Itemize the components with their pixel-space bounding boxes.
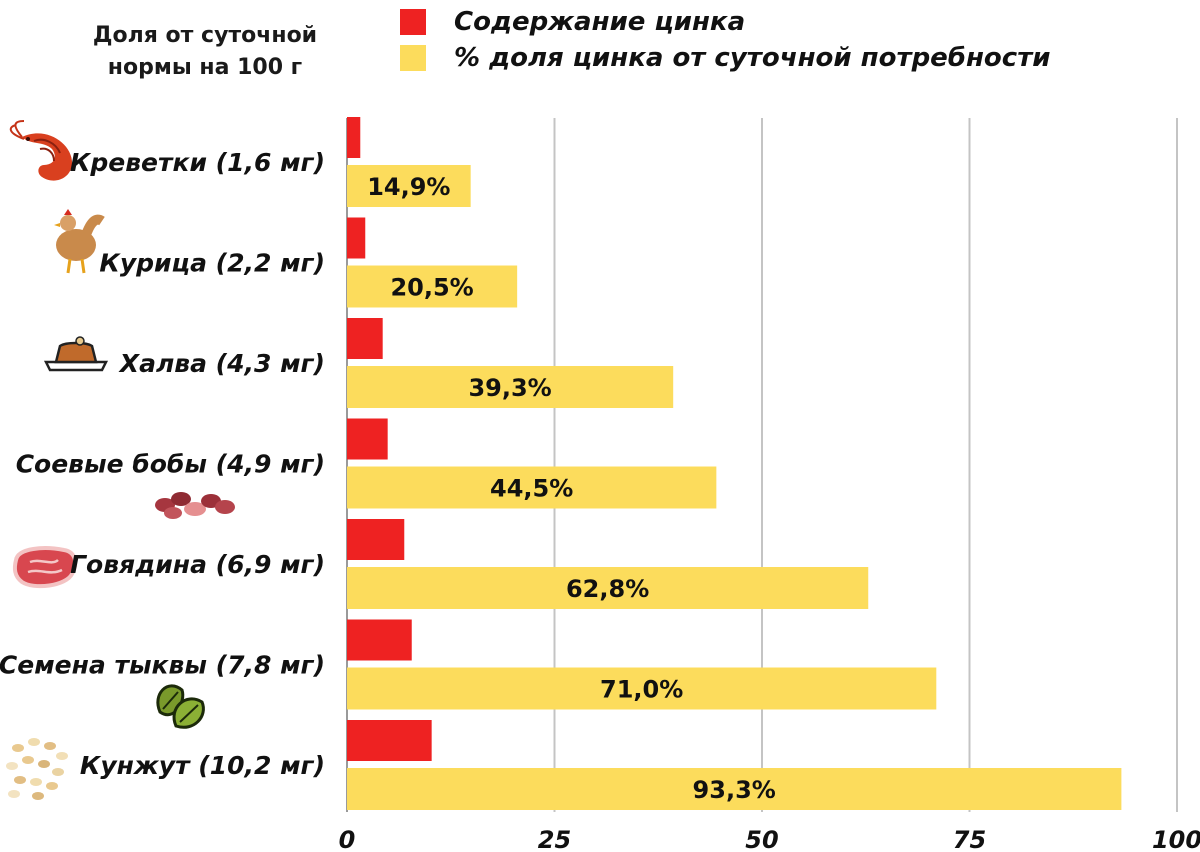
category-label: Соевые бобы (4,9 мг) [16, 450, 325, 479]
shrimp-icon [9, 120, 73, 181]
soybeans-icon [155, 492, 235, 519]
bar-zinc-content [347, 318, 383, 359]
chicken-icon [54, 209, 105, 274]
bar-zinc-content [347, 519, 405, 560]
bar-daily-share [347, 466, 717, 509]
halva-icon [43, 336, 109, 372]
side-title-line2: нормы на 100 г [107, 54, 303, 80]
category-label: Курица (2,2 мг) [99, 249, 325, 278]
x-tick-label: 0 [339, 826, 356, 852]
data-label-daily-share: 71,0% [600, 676, 683, 704]
data-label-daily-share: 39,3% [468, 374, 551, 402]
legend: Содержание цинка % доля цинка от суточно… [400, 4, 1051, 76]
x-tick-label: 75 [953, 826, 986, 852]
category-label: Креветки (1,6 мг) [70, 148, 325, 177]
side-title-line1: Доля от суточной [92, 23, 318, 48]
bar-zinc-content [347, 418, 388, 460]
bar-zinc-content [347, 720, 432, 761]
data-label-daily-share: 20,5% [390, 274, 473, 302]
labels: 0 25 50 75 100 14,9% Креветки (1,6 мг) 20,5% Кур… [0, 148, 1200, 852]
legend-swatch-zinc-content [400, 9, 426, 35]
side-title: Доля от суточной нормы на 100 г [60, 20, 350, 84]
legend-item-daily-share: % доля цинка от суточной потребности [400, 40, 1051, 76]
bar-daily-share [347, 667, 937, 710]
category-label: Кунжут (10,2 мг) [80, 751, 325, 780]
legend-swatch-daily-share [400, 45, 426, 71]
pumpkin-seeds-icon [156, 684, 205, 729]
legend-label-zinc-content: Содержание цинка [454, 7, 746, 37]
legend-label-daily-share: % доля цинка от суточной потребности [454, 43, 1051, 73]
bar-zinc-content [347, 217, 366, 259]
beef-steak-icon [12, 546, 78, 589]
category-label: Халва (4,3 мг) [118, 349, 325, 378]
bar-daily-share [347, 165, 471, 207]
bar-daily-share [347, 265, 518, 308]
food-icons [6, 120, 235, 800]
data-label-daily-share: 93,3% [693, 776, 776, 804]
data-label-daily-share: 62,8% [566, 575, 649, 603]
x-tick-label: 25 [538, 826, 571, 852]
sesame-seeds-icon [6, 738, 68, 800]
data-label-daily-share: 14,9% [367, 173, 450, 201]
category-label: Говядина (6,9 мг) [70, 550, 325, 579]
x-tick-label: 100 [1152, 826, 1200, 852]
bars [347, 117, 1122, 810]
category-label: Семена тыквы (7,8 мг) [0, 651, 325, 680]
bar-daily-share [347, 567, 869, 609]
bar-daily-share [347, 768, 1122, 810]
bar-zinc-content [347, 117, 361, 158]
bar-zinc-content [347, 619, 412, 661]
x-tick-label: 50 [745, 826, 778, 852]
legend-item-zinc-content: Содержание цинка [400, 4, 1051, 40]
data-label-daily-share: 44,5% [490, 475, 573, 503]
bar-daily-share [347, 366, 674, 408]
